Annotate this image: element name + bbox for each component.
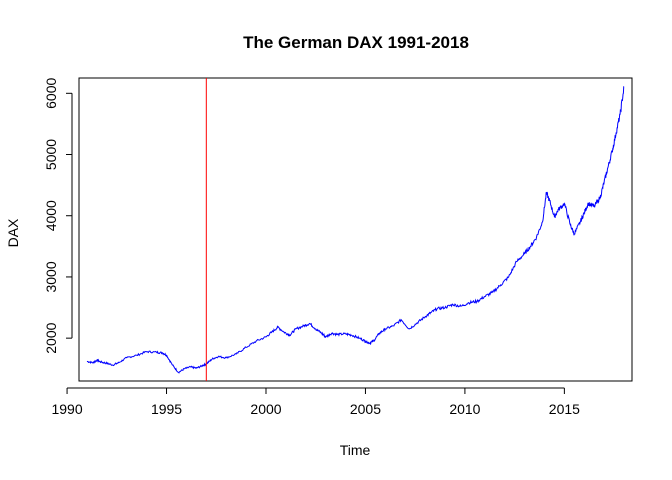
y-tick-label: 6000 — [43, 78, 59, 109]
y-axis-label: DAX — [5, 218, 21, 247]
plot-frame — [78, 77, 633, 382]
y-tick-label: 2000 — [43, 322, 59, 353]
y-axis: 2000 3000 4000 5000 6000 — [43, 78, 73, 354]
dax-series-line — [86, 85, 625, 374]
chart-title: The German DAX 1991-2018 — [243, 33, 469, 52]
x-axis-label: Time — [340, 442, 371, 458]
x-axis: 1990 1995 2000 2005 2010 2015 — [51, 387, 580, 417]
x-tick-label: 1990 — [51, 401, 82, 417]
y-tick-label: 5000 — [43, 139, 59, 170]
x-tick-label: 2015 — [549, 401, 580, 417]
x-tick-label: 2010 — [449, 401, 480, 417]
y-tick-label: 4000 — [43, 200, 59, 231]
x-tick-label: 1995 — [151, 401, 182, 417]
plot-area — [86, 78, 625, 381]
x-tick-label: 2005 — [350, 401, 381, 417]
x-tick-label: 2000 — [250, 401, 281, 417]
y-tick-label: 3000 — [43, 261, 59, 292]
